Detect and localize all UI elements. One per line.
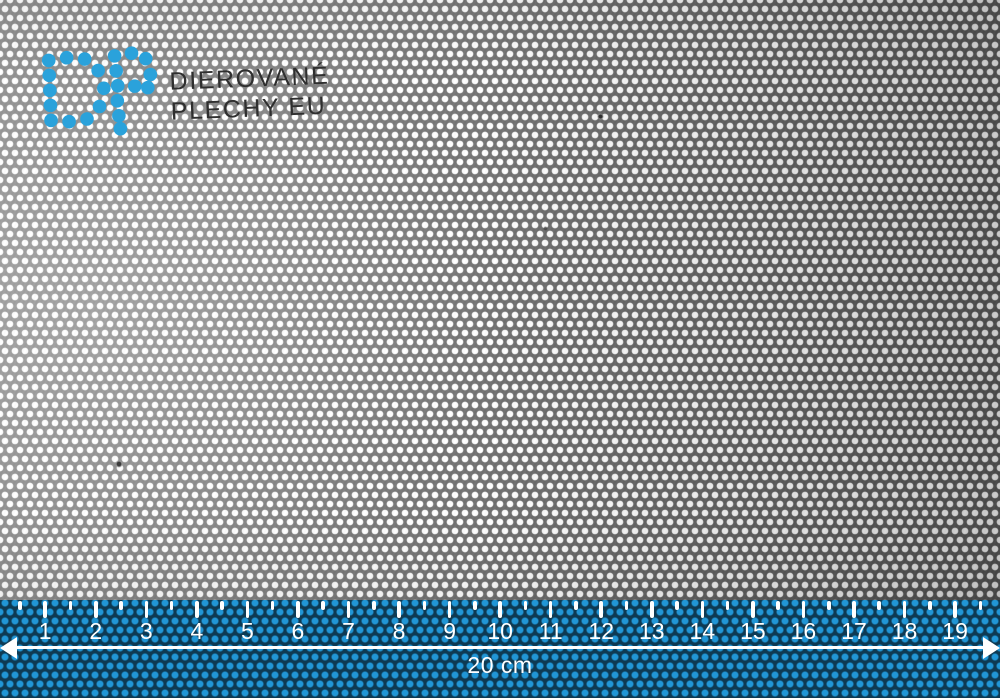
ruler-tick-cm (397, 601, 401, 618)
ruler-number: 15 (740, 618, 766, 644)
ruler-tick-cm (498, 601, 502, 618)
ruler-number: 10 (487, 618, 513, 644)
ruler-tick-half (523, 601, 528, 610)
ruler-number: 18 (891, 618, 918, 644)
ruler-tick-half (675, 601, 679, 610)
ruler-tick-half (422, 601, 427, 610)
perforated-metal-surface (0, 0, 1000, 600)
ruler-number: 11 (538, 618, 563, 644)
ruler-arrow-line (10, 646, 990, 649)
ruler-tick-half (473, 601, 477, 610)
ruler-tick-cm (650, 601, 654, 618)
ruler-number: 2 (89, 618, 103, 644)
ruler-tick-half (978, 601, 983, 610)
ruler-tick-half (18, 601, 22, 610)
ruler-tick-cm (902, 601, 907, 618)
ruler-tick-cm (346, 601, 351, 618)
ruler-tick-half (68, 601, 73, 610)
ruler-number: 1 (38, 618, 52, 644)
ruler-arrowhead-right-icon (983, 636, 1000, 659)
ruler-tick-cm (245, 601, 250, 618)
ruler-number: 16 (790, 618, 817, 644)
ruler-number: 3 (139, 618, 153, 644)
ruler-tick-cm (599, 601, 604, 618)
ruler-tick-half (574, 601, 578, 610)
ruler-tick-cm (700, 601, 705, 618)
ruler-tick-cm (93, 601, 98, 618)
ruler-number: 13 (639, 618, 665, 644)
dp-logo: DIEROVANÉ PLECHY EU (33, 30, 347, 147)
ruler-tick-half (119, 601, 123, 610)
dp-logo-icon (41, 46, 158, 136)
ruler-tick-cm (296, 601, 300, 618)
ruler-number: 5 (240, 618, 254, 644)
brand-name-line2: PLECHY EU (170, 91, 327, 126)
ruler-tick-cm (801, 601, 806, 618)
ruler-number: 19 (942, 618, 968, 644)
ruler-arrowhead-left-icon (0, 636, 17, 659)
ruler-tick-half (624, 601, 629, 610)
ruler-tick-half (169, 601, 174, 610)
ruler-tick-cm (43, 601, 47, 618)
brand-name: DIEROVANÉ PLECHY EU (169, 61, 331, 127)
ruler-tick-half (321, 601, 326, 610)
ruler-number: 8 (392, 618, 406, 644)
ruler-tick-cm (953, 601, 957, 618)
ruler-number: 7 (342, 618, 355, 644)
ruler-number: 9 (443, 618, 456, 644)
ruler-tick-half (928, 601, 932, 610)
ruler-tick-half (220, 601, 224, 610)
ruler-tick-cm (548, 601, 553, 618)
ruler-tick-half (725, 601, 730, 610)
ruler-tick-half (826, 601, 831, 610)
ruler-length-label: 20 cm (467, 652, 533, 678)
ruler-number: 4 (190, 618, 204, 644)
ruler-tick-cm (751, 601, 755, 618)
ruler-tick-cm (195, 601, 199, 618)
ruler-tick-cm (852, 601, 856, 618)
ruler-number: 12 (588, 618, 615, 644)
ruler-number: 17 (841, 618, 867, 644)
ruler-tick-half (371, 601, 376, 610)
ruler-overlay: 20 cm 1 2 3 4 5 6 7 8 9 10 11 12 13 14 15 16 17 18 19 (0, 600, 1000, 698)
ruler-tick-cm (447, 601, 452, 618)
ruler-tick-half (776, 601, 780, 610)
ruler-number: 14 (689, 618, 716, 644)
ruler-tick-cm (144, 601, 149, 618)
ruler-tick-half (877, 601, 882, 610)
ruler-tick-half (270, 601, 275, 610)
ruler-number: 6 (291, 618, 305, 644)
